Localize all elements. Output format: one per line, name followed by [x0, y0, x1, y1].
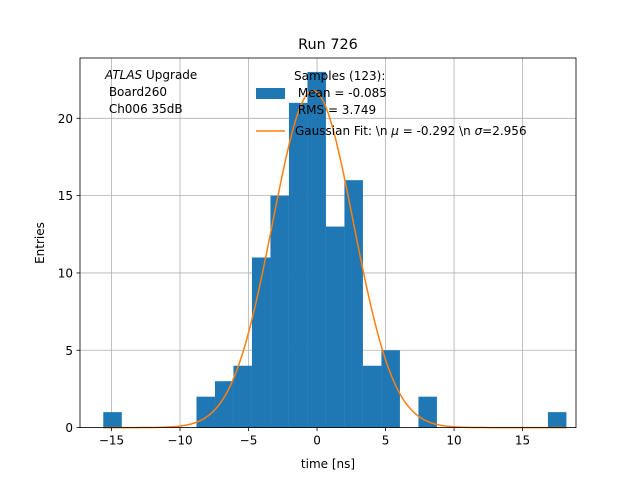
legend-fit-sigma-symbol: σ: [475, 124, 483, 138]
histogram-bar: [270, 195, 289, 428]
x-tick-label: 0: [313, 434, 321, 448]
histogram-bar: [103, 412, 122, 428]
chart-title: Run 726: [298, 37, 358, 53]
legend: Samples (123): Mean = -0.085 RMS = 3.749…: [256, 69, 527, 138]
x-tick-label: −10: [167, 434, 192, 448]
x-tick-label: 15: [515, 434, 530, 448]
y-tick-label: 0: [65, 421, 73, 435]
plot-area: −15 −10 −5 0 5 10 15 0 5 10 15 20: [58, 57, 577, 448]
histogram-bar: [344, 180, 363, 428]
legend-fit-sigma-value: =2.956: [482, 124, 526, 138]
y-axis-ticks: 0 5 10 15 20: [58, 112, 80, 435]
x-tick-label: 5: [382, 434, 390, 448]
annotation-atlas: ATLAS: [104, 68, 143, 82]
x-tick-label: −5: [240, 434, 258, 448]
legend-fit-mu-symbol: μ: [390, 124, 399, 138]
x-axis-ticks: −15 −10 −5 0 5 10 15: [99, 427, 530, 448]
histogram-bar: [381, 350, 400, 428]
x-tick-label: 10: [446, 434, 461, 448]
histogram-bar: [325, 226, 345, 428]
annotation-line-3: Ch006 35dB: [105, 102, 183, 116]
legend-histogram-swatch: [256, 88, 285, 99]
y-tick-label: 20: [58, 112, 73, 126]
histogram-bar: [288, 102, 308, 428]
histogram-bar: [214, 381, 234, 428]
y-axis-label: Entries: [33, 222, 47, 264]
annotation-line-2: Board260: [105, 85, 167, 99]
histogram-bar: [251, 257, 271, 428]
legend-histogram-line-1: Samples (123):: [294, 69, 385, 83]
legend-fit-mu-value: = -0.292 \n: [399, 124, 475, 138]
histogram-bar: [547, 412, 567, 428]
histogram-bars: [103, 71, 567, 428]
annotation-line-1: ATLAS Upgrade: [104, 68, 197, 82]
legend-histogram-line-3: RMS = 3.749: [294, 103, 376, 117]
histogram-bar: [233, 365, 252, 428]
atlas-annotation: ATLAS Upgrade Board260 Ch006 35dB: [104, 68, 197, 116]
legend-histogram-line-2: Mean = -0.085: [294, 86, 387, 100]
legend-fit-prefix: Gaussian Fit: \n: [295, 124, 391, 138]
x-axis-label: time [ns]: [301, 457, 355, 471]
histogram-bar: [307, 71, 326, 428]
axes-frame: [79, 57, 577, 429]
y-tick-label: 10: [58, 266, 73, 280]
y-tick-label: 15: [58, 189, 73, 203]
legend-fit-label: Gaussian Fit: \n μ = -0.292 \n σ=2.956: [295, 124, 527, 138]
x-tick-label: −15: [99, 434, 124, 448]
y-tick-label: 5: [65, 344, 73, 358]
annotation-upgrade: Upgrade: [142, 68, 197, 82]
histogram-bar: [362, 365, 382, 428]
